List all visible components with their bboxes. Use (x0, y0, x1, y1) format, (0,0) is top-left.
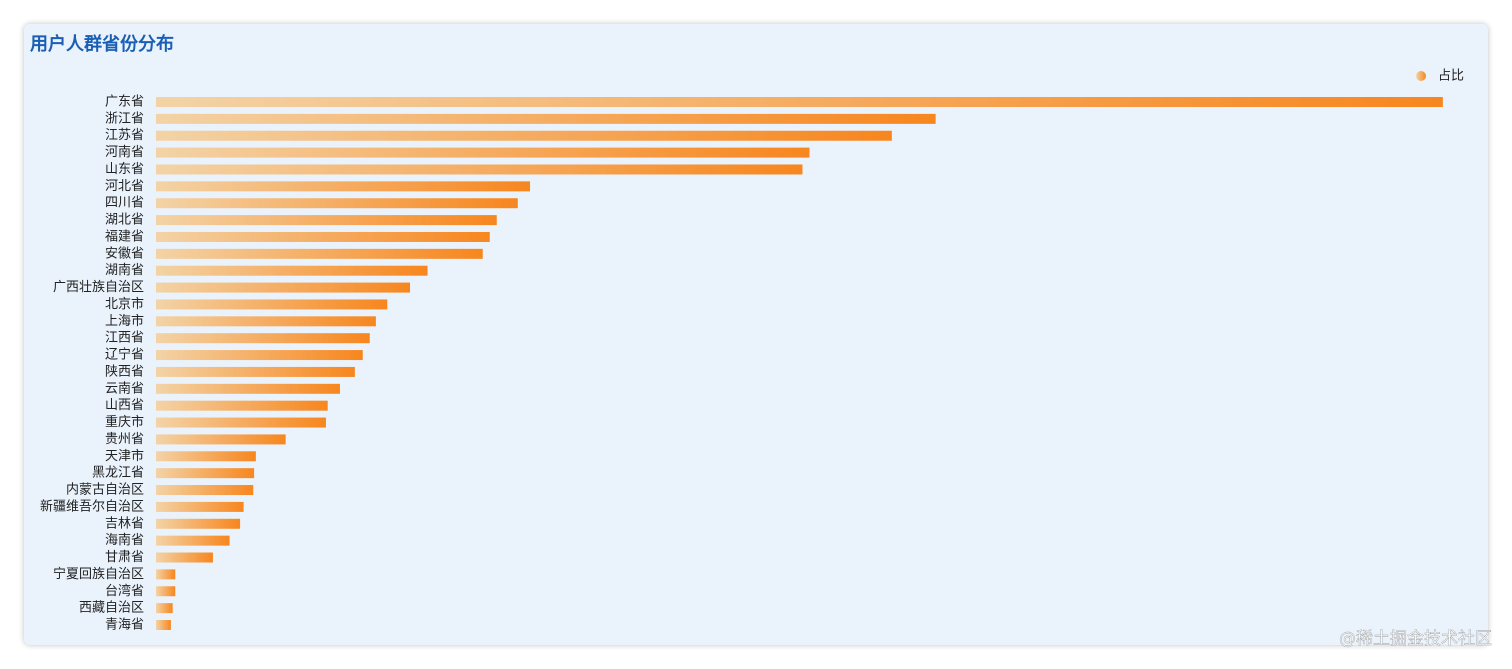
y-tick-label: 广西壮族自治区 (53, 279, 144, 295)
y-tick-label: 陕西省 (105, 364, 144, 379)
y-tick-label: 安徽省 (105, 246, 144, 261)
bar (156, 485, 254, 496)
bar (156, 333, 370, 344)
y-tick-label: 广东省 (105, 95, 144, 110)
bar (156, 130, 892, 141)
bar (156, 265, 428, 276)
bar (156, 535, 230, 546)
y-tick-label: 甘肃省 (105, 550, 144, 565)
bar (156, 586, 176, 597)
y-tick-label: 内蒙古自治区 (66, 482, 144, 498)
y-tick-label: 江苏省 (105, 127, 144, 143)
bar (156, 620, 171, 630)
bar (156, 198, 518, 209)
y-tick-label: 云南省 (105, 380, 144, 396)
bar (156, 181, 531, 192)
bar (156, 282, 411, 293)
watermark: @稀土掘金技术社区 (1339, 629, 1492, 649)
bar (156, 299, 388, 310)
bar (156, 350, 363, 361)
bar (156, 434, 286, 445)
y-tick-label: 北京市 (105, 296, 144, 312)
y-tick-label: 江西省 (105, 331, 144, 346)
y-tick-label: 湖北省 (105, 213, 144, 228)
y-tick-label: 台湾省 (105, 583, 144, 599)
bar (156, 366, 355, 377)
bar (156, 400, 328, 411)
y-tick-label: 山西省 (105, 398, 144, 413)
bar (156, 468, 255, 479)
y-tick-label: 重庆市 (105, 414, 144, 430)
bar (156, 113, 936, 124)
y-tick-label: 青海省 (105, 618, 144, 633)
y-tick-label: 河南省 (105, 144, 144, 160)
y-tick-label: 山东省 (105, 162, 144, 177)
y-tick-label: 西藏自治区 (79, 601, 144, 616)
bar (156, 417, 326, 428)
y-tick-label: 四川省 (105, 196, 144, 211)
bar (156, 383, 340, 394)
y-tick-label: 福建省 (105, 229, 144, 244)
bar (156, 569, 176, 580)
bar (156, 316, 376, 327)
bar (156, 164, 803, 175)
y-tick-label: 宁夏回族自治区 (53, 566, 144, 582)
y-tick-label: 浙江省 (105, 111, 144, 126)
bar (156, 518, 241, 529)
y-tick-label: 黑龙江省 (92, 466, 144, 481)
bar (156, 451, 256, 462)
y-tick-label: 新疆维吾尔自治区 (40, 498, 144, 514)
y-tick-label: 湖南省 (105, 262, 144, 278)
bar (156, 552, 213, 563)
bar (156, 215, 497, 226)
bar (156, 248, 483, 259)
bar (156, 231, 490, 242)
bar (156, 97, 1443, 107)
legend-swatch (1416, 71, 1426, 81)
y-tick-label: 海南省 (105, 532, 144, 548)
y-tick-label: 天津市 (105, 448, 144, 464)
bar (156, 603, 173, 614)
legend-label: 占比 (1438, 69, 1464, 84)
y-tick-label: 上海市 (105, 313, 144, 329)
bar (156, 501, 244, 512)
chart-title: 用户人群省份分布 (30, 33, 174, 55)
y-tick-label: 吉林省 (105, 516, 144, 531)
y-tick-label: 贵州省 (105, 432, 144, 447)
bar (156, 147, 810, 158)
y-tick-label: 河北省 (105, 179, 144, 194)
y-tick-label: 辽宁省 (105, 347, 144, 363)
